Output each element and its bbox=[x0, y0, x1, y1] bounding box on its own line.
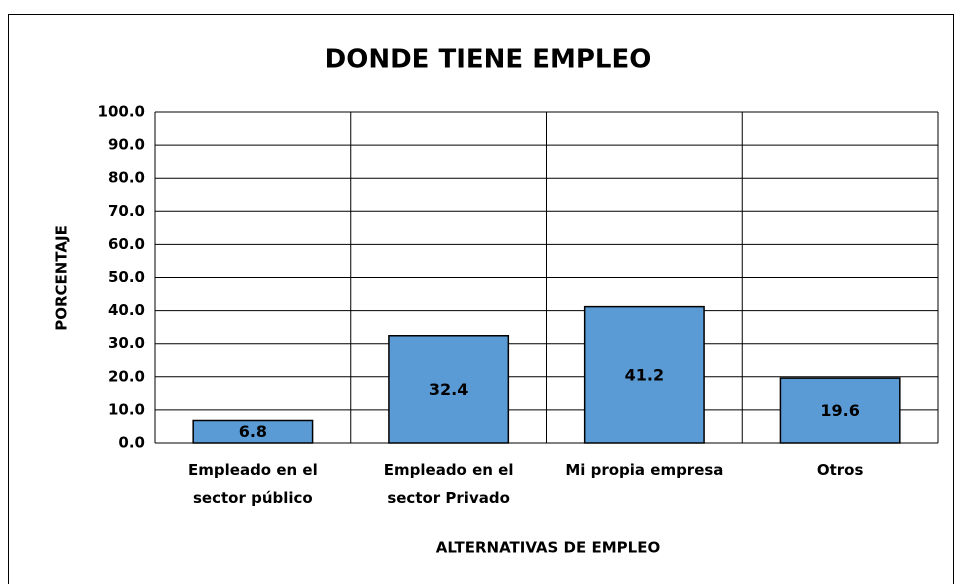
x-tick-line: Mi propia empresa bbox=[565, 461, 723, 479]
y-tick-label: 30.0 bbox=[108, 334, 145, 352]
bar bbox=[192, 419, 314, 444]
bar bbox=[388, 335, 510, 444]
y-tick-label: 40.0 bbox=[108, 301, 145, 319]
data-label: 41.2 bbox=[625, 365, 664, 384]
data-label: 6.8 bbox=[239, 422, 267, 441]
x-tick-line: sector Privado bbox=[387, 489, 510, 507]
x-tick-line: Empleado en el bbox=[384, 461, 514, 479]
y-tick-label: 20.0 bbox=[108, 367, 145, 385]
chart-frame bbox=[8, 14, 954, 584]
x-tick-line: Empleado en el bbox=[188, 461, 318, 479]
chart-title: DONDE TIENE EMPLEO bbox=[325, 45, 652, 75]
x-tick-label: Mi propia empresa bbox=[565, 461, 723, 479]
y-tick-label: 60.0 bbox=[108, 235, 145, 253]
x-tick-label: Empleado en el sector Privado bbox=[384, 461, 514, 507]
y-tick-label: 80.0 bbox=[108, 169, 145, 187]
bar bbox=[583, 305, 705, 444]
x-axis-label: ALTERNATIVAS DE EMPLEO bbox=[436, 539, 660, 557]
y-tick-label: 50.0 bbox=[108, 268, 145, 286]
y-axis-label: PORCENTAJE bbox=[53, 225, 71, 331]
x-tick-line: Otros bbox=[817, 461, 864, 479]
y-tick-label: 70.0 bbox=[108, 202, 145, 220]
x-tick-label: Empleado en el sector público bbox=[188, 461, 318, 507]
data-label: 32.4 bbox=[429, 380, 468, 399]
x-tick-line: sector público bbox=[193, 489, 313, 507]
x-tick-label: Otros bbox=[817, 461, 864, 479]
bar bbox=[779, 377, 901, 444]
y-tick-label: 100.0 bbox=[98, 103, 145, 121]
y-tick-label: 10.0 bbox=[108, 400, 145, 418]
y-tick-label: 0.0 bbox=[118, 434, 145, 452]
data-label: 19.6 bbox=[820, 401, 859, 420]
y-tick-label: 90.0 bbox=[108, 136, 145, 154]
